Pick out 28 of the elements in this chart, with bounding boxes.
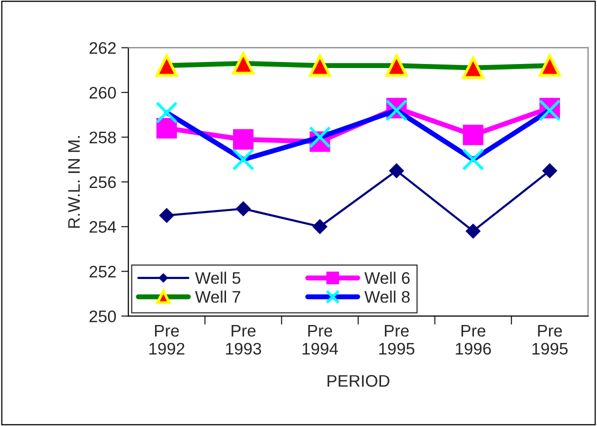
y-tick-label: 250 xyxy=(90,310,116,322)
x-tick-label: Pre 1996 xyxy=(456,325,491,355)
y-tick-label: 252 xyxy=(90,266,116,278)
point xyxy=(312,219,328,234)
y-tick-label: 258 xyxy=(90,132,116,144)
y-tick-label: 254 xyxy=(90,221,116,233)
point xyxy=(466,224,481,238)
y-tick-label: 256 xyxy=(90,176,116,188)
legend-label: Well 8 xyxy=(364,290,410,303)
legend-label: Well 5 xyxy=(195,272,240,284)
x-axis-title: PERIOD xyxy=(328,375,390,387)
point xyxy=(389,163,404,178)
point xyxy=(156,118,177,138)
legend-label: Well 7 xyxy=(195,290,240,303)
x-tick-label: Pre 1995 xyxy=(379,325,414,355)
point xyxy=(233,129,254,150)
y-axis-title: R.W.L. IN M. xyxy=(68,136,80,228)
point xyxy=(542,163,558,178)
point xyxy=(159,208,174,223)
point xyxy=(236,201,251,216)
y-tick-label: 260 xyxy=(90,86,116,99)
legend-label: Well 6 xyxy=(364,272,410,284)
x-tick-label: Pre 1995 xyxy=(532,325,568,355)
x-tick-label: Pre 1993 xyxy=(226,325,262,355)
point xyxy=(462,124,484,146)
y-tick-label: 262 xyxy=(90,42,116,54)
x-tick-label: Pre 1994 xyxy=(302,325,338,355)
x-tick-label: Pre 1992 xyxy=(149,325,184,355)
